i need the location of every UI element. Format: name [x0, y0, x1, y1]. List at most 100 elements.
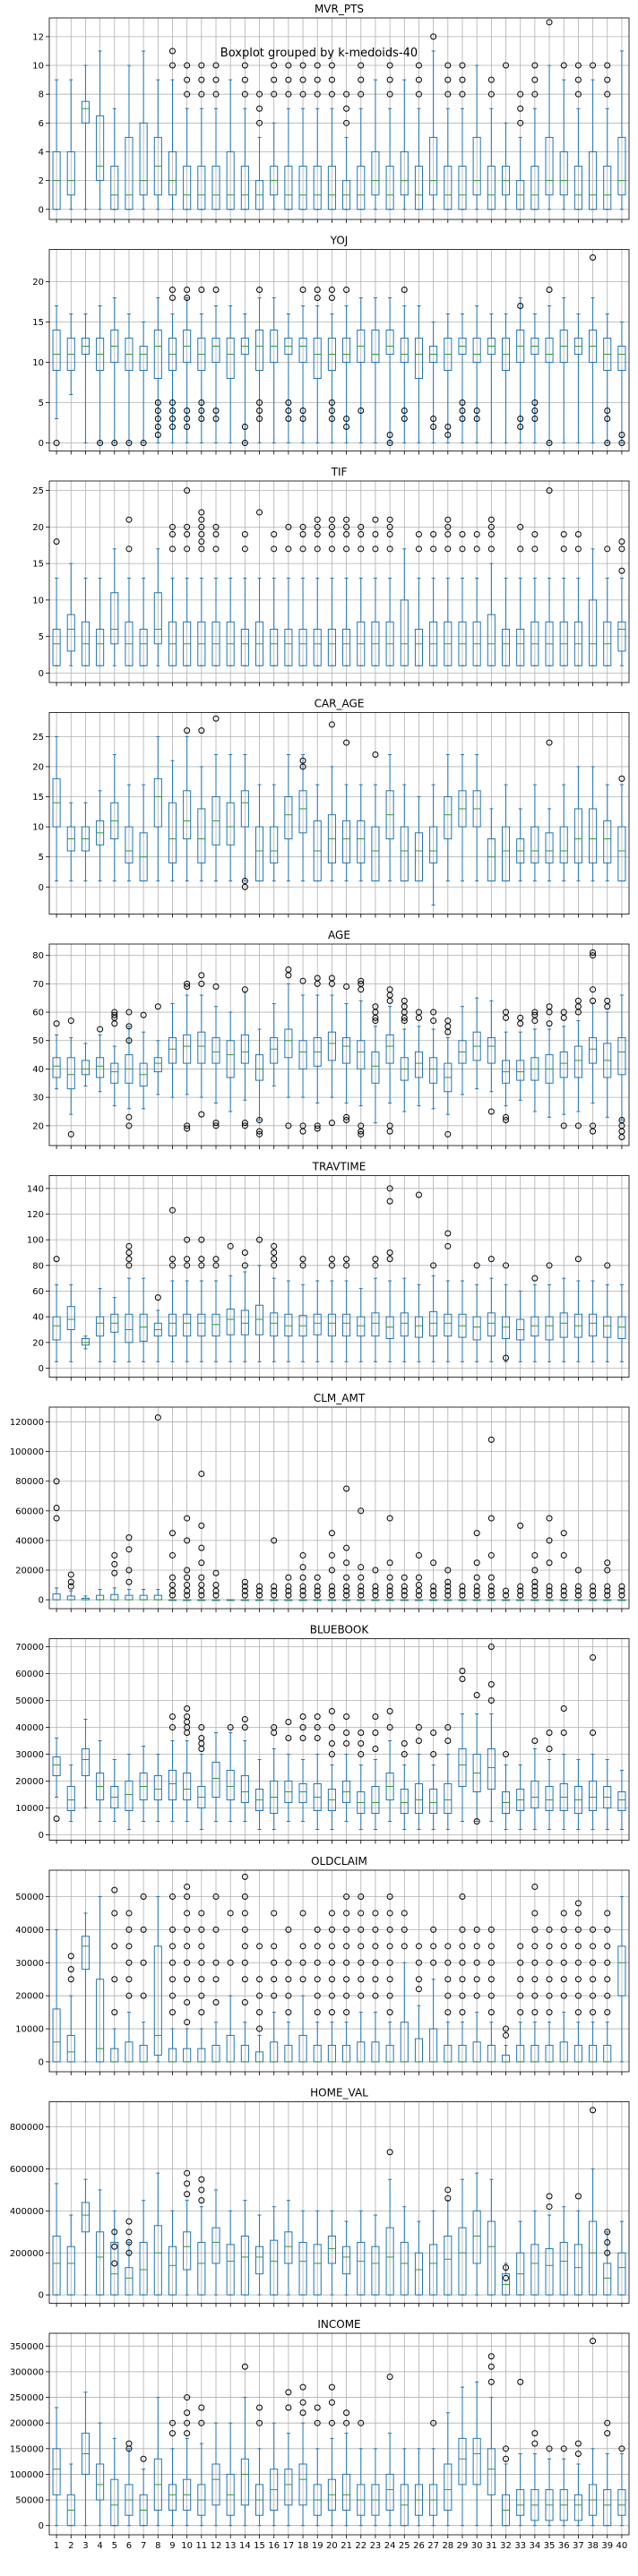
panel-title: MVR_PTS [315, 3, 364, 15]
y-tick-label: 350000 [10, 2342, 44, 2352]
y-tick-label: 6 [39, 119, 44, 129]
box-group-31 [487, 314, 495, 443]
y-tick-label: 5 [39, 399, 44, 408]
box-group-5 [111, 298, 118, 446]
box-group-3 [82, 1913, 89, 2062]
y-tick-label: 20 [32, 1338, 44, 1348]
y-tick-label: 30 [32, 1094, 44, 1103]
box-group-3 [82, 1336, 89, 1349]
box-group-18 [299, 1714, 306, 1822]
box-group-12 [212, 2190, 220, 2295]
box-group-3 [82, 314, 89, 443]
axes-frame [49, 944, 629, 1146]
x-tick-label: 9 [169, 2541, 175, 2551]
y-tick-label: 60000 [15, 1507, 44, 1516]
y-tick-label: 120000 [10, 1418, 44, 1428]
panel-title: YOJ [330, 235, 349, 247]
x-tick-label: 6 [126, 2541, 132, 2551]
box-group-25 [401, 288, 408, 443]
x-tick-label: 30 [471, 2541, 483, 2551]
y-tick-label: 0 [39, 2521, 44, 2531]
y-tick-label: 20000 [15, 1992, 44, 2002]
y-tick-label: 8 [39, 90, 44, 100]
x-tick-label: 25 [399, 2541, 410, 2551]
axes-frame [49, 1176, 629, 1378]
axes-frame [49, 1407, 629, 1609]
y-tick-label: 40 [32, 1065, 44, 1075]
y-tick-label: 40 [32, 1313, 44, 1323]
panel-income: INCOME0500001000001500002000002500003000… [10, 2318, 629, 2551]
box-group-23 [372, 298, 379, 443]
box-group-14 [241, 314, 248, 446]
y-tick-label: 200000 [10, 2419, 44, 2429]
box-group-12 [212, 288, 220, 443]
box-group-32 [502, 314, 509, 443]
box-group-29 [459, 314, 466, 443]
box-group-3 [82, 2179, 89, 2295]
y-tick-label: 10 [32, 596, 44, 605]
x-tick-label: 15 [254, 2541, 265, 2551]
x-tick-label: 13 [225, 2541, 237, 2551]
y-tick-label: 25 [32, 486, 44, 496]
axes-frame [49, 2102, 629, 2304]
y-tick-label: 10 [32, 62, 44, 72]
box-group-17 [285, 314, 292, 443]
axes-frame [49, 1870, 629, 2072]
x-tick-label: 33 [514, 2541, 526, 2551]
box-group-10 [184, 288, 191, 443]
y-tick-label: 60 [32, 1287, 44, 1297]
x-tick-label: 28 [442, 2541, 453, 2551]
box-group-30 [473, 306, 480, 443]
x-tick-label: 22 [355, 2541, 366, 2551]
x-tick-label: 21 [341, 2541, 352, 2551]
y-tick-label: 50000 [15, 2496, 44, 2506]
y-tick-label: 400000 [10, 2207, 44, 2217]
y-tick-label: 0 [39, 2057, 44, 2067]
y-tick-label: 25 [32, 733, 44, 743]
box-group-3 [82, 65, 89, 210]
y-tick-label: 10 [32, 358, 44, 368]
y-tick-label: 20 [32, 523, 44, 533]
y-tick-label: 100 [27, 1236, 44, 1246]
y-tick-label: 30000 [15, 1959, 44, 1969]
x-tick-label: 20 [326, 2541, 338, 2551]
panel-title: HOME_VAL [310, 2087, 368, 2099]
panel-bluebook: BLUEBOOK01000020000300004000050000600007… [15, 1624, 629, 1844]
y-tick-label: 5 [39, 632, 44, 642]
x-tick-label: 19 [312, 2541, 323, 2551]
y-tick-label: 10000 [15, 1804, 44, 1814]
box-group-16 [271, 298, 278, 443]
y-tick-label: 100000 [10, 1447, 44, 1457]
y-tick-label: 0 [39, 1364, 44, 1374]
x-tick-label: 32 [500, 2541, 512, 2551]
y-tick-label: 2 [39, 176, 44, 186]
y-tick-label: 0 [39, 669, 44, 679]
panel-title: BLUEBOOK [310, 1624, 370, 1636]
x-tick-label: 40 [616, 2541, 628, 2551]
x-tick-label: 39 [601, 2541, 613, 2551]
y-tick-label: 15 [32, 560, 44, 570]
x-tick-label: 14 [239, 2541, 251, 2551]
y-tick-label: 40000 [15, 1926, 44, 1936]
y-tick-label: 60 [32, 1009, 44, 1018]
y-tick-label: 70000 [15, 1643, 44, 1653]
x-tick-label: 11 [195, 2541, 207, 2551]
panel-title: CAR_AGE [315, 698, 365, 710]
box-group-17 [285, 2390, 292, 2526]
x-tick-label: 16 [268, 2541, 280, 2551]
panel-title: TRAVTIME [312, 1161, 366, 1173]
axes-frame [49, 250, 629, 451]
x-tick-label: 2 [68, 2541, 73, 2551]
box-group-33 [517, 298, 524, 443]
y-tick-label: 10 [32, 823, 44, 833]
y-tick-label: 50 [32, 1036, 44, 1046]
y-tick-label: 300000 [10, 2367, 44, 2377]
x-tick-label: 27 [427, 2541, 439, 2551]
box-group-6 [125, 314, 133, 446]
